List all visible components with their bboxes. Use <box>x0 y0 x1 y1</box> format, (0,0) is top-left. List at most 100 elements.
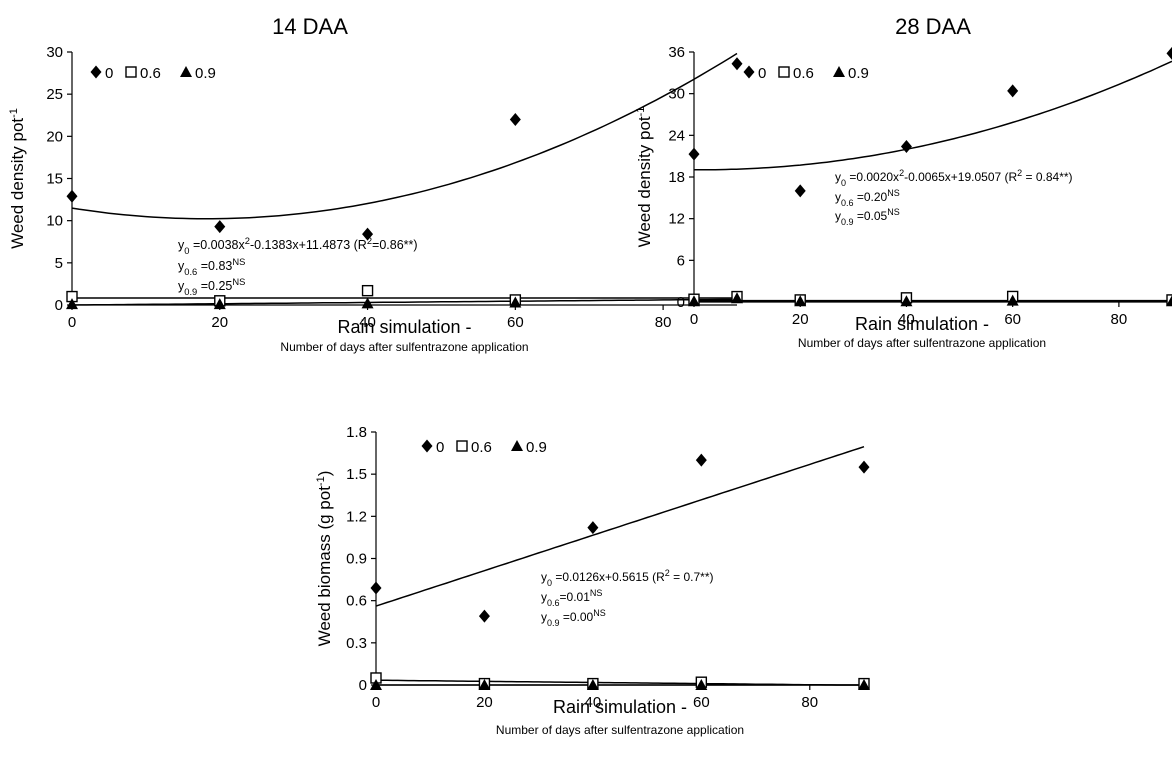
y-axis-label: Weed biomass (g pot-1) <box>315 471 334 647</box>
fit-line-series-0 <box>694 60 1172 171</box>
legend-label: 0.6 <box>140 65 161 82</box>
x-axis-sublabel: Number of days after sulfentrazone appli… <box>280 340 528 354</box>
data-point-0 <box>370 581 382 595</box>
data-point-0.9 <box>586 679 599 690</box>
x-tick-label: 20 <box>211 314 228 331</box>
legend-label: 0.9 <box>195 65 216 82</box>
x-tick-label: 0 <box>690 311 698 328</box>
data-point-0 <box>900 139 912 153</box>
fit-line-series-0 <box>375 445 865 607</box>
y-tick-label: 0 <box>55 297 63 314</box>
equation-0.6: y0.6=0.01NS <box>541 588 602 608</box>
equation-0: y0 =0.0038x2-0.1383x+11.4873 (R2=0.86**) <box>178 236 418 256</box>
data-point-0.9 <box>900 295 913 307</box>
legend-marker <box>778 66 790 78</box>
legend-label: 0 <box>758 65 766 82</box>
equation-0: y0 =0.0020x2-0.0065x+19.0507 (R2 = 0.84*… <box>835 168 1073 188</box>
fit-line-series-0 <box>71 52 738 220</box>
chart-title: 28 DAA <box>895 14 971 39</box>
x-axis-sublabel: Number of days after sulfentrazone appli… <box>798 336 1046 350</box>
y-tick-label: 15 <box>46 171 63 188</box>
chart-panel-2: 28 DAA 0 6 12 18 24 30 36 0 20 40 60 80 0 0.6 0.9 y0 =0.… <box>635 14 1172 350</box>
x-tick-label: 40 <box>585 694 602 711</box>
legend: 0 0.6 0.9 <box>743 65 869 82</box>
y-tick-label: 1.2 <box>346 508 367 525</box>
y-tick-label: 30 <box>46 44 63 61</box>
equation-0.9: y0.9 =0.25NS <box>178 277 245 297</box>
data-point-0.9 <box>213 298 226 310</box>
y-tick-label: 1.8 <box>346 424 367 441</box>
data-point-0.9 <box>66 298 78 310</box>
x-tick-label: 80 <box>655 314 672 331</box>
legend-marker <box>90 65 102 79</box>
data-point-0.9 <box>370 679 382 690</box>
data-point-0.9 <box>1006 294 1019 306</box>
data-point-0.9 <box>361 297 374 309</box>
data-point-0.6 <box>361 284 374 297</box>
data-point-0.9 <box>1166 295 1172 307</box>
y-tick-label: 0 <box>359 677 367 694</box>
data-point-0 <box>1166 46 1172 60</box>
y-tick-label: 30 <box>668 86 685 103</box>
x-tick-label: 60 <box>693 694 710 711</box>
equation-0.9: y0.9 =0.05NS <box>835 207 900 227</box>
x-tick-label: 20 <box>476 694 493 711</box>
data-point-0 <box>478 609 490 623</box>
legend-label: 0 <box>436 439 444 456</box>
y-tick-label: 0.9 <box>346 551 367 568</box>
legend-marker <box>456 440 468 452</box>
data-point-0 <box>509 112 521 126</box>
data-point-0.9 <box>695 679 708 690</box>
y-tick-label: 12 <box>668 211 685 228</box>
data-point-0.9 <box>688 295 700 307</box>
y-tick-label: 0.6 <box>346 593 367 610</box>
x-tick-label: 0 <box>68 314 76 331</box>
y-tick-label: 20 <box>46 128 63 145</box>
legend-marker <box>743 65 755 79</box>
equation-0: y0 =0.0126x+0.5615 (R2 = 0.7**) <box>541 568 714 588</box>
y-tick-label: 1.5 <box>346 466 367 483</box>
legend: 0 0.6 0.9 <box>90 65 216 82</box>
x-tick-label: 80 <box>1111 311 1128 328</box>
y-tick-label: 18 <box>668 169 685 186</box>
legend-marker <box>125 66 137 78</box>
data-point-0 <box>794 184 806 198</box>
legend-marker <box>511 440 523 451</box>
y-tick-label: 0.3 <box>346 635 367 652</box>
data-point-0 <box>858 460 870 474</box>
legend-marker <box>421 439 433 453</box>
y-axis-label: Weed density pot-1 <box>8 108 27 249</box>
data-point-0 <box>214 220 226 234</box>
data-point-0 <box>1007 84 1019 98</box>
x-axis-sublabel: Number of days after sulfentrazone appli… <box>496 723 744 737</box>
y-tick-label: 0 <box>677 294 685 311</box>
legend-label: 0.6 <box>793 65 814 82</box>
x-axis-label: Rain simulation - <box>855 314 989 334</box>
equation-0.6: y0.6 =0.20NS <box>835 188 900 208</box>
data-point-0.9 <box>509 296 522 308</box>
x-axis-label: Rain simulation - <box>337 317 471 337</box>
y-tick-label: 36 <box>668 44 685 61</box>
chart-panel-3: 0 0.3 0.6 0.9 1.2 1.5 1.8 0 20 40 60 80 0 0.6 0.9 y0 =0… <box>315 424 870 737</box>
x-tick-label: 40 <box>898 311 915 328</box>
data-point-0 <box>362 227 374 241</box>
data-point-0 <box>66 189 78 203</box>
legend-marker <box>833 66 845 77</box>
x-tick-label: 80 <box>801 694 818 711</box>
data-point-0 <box>587 521 599 535</box>
y-tick-label: 10 <box>46 213 63 230</box>
y-axis-label: Weed density pot-1 <box>635 107 654 248</box>
equation-0.9: y0.9 =0.00NS <box>541 608 606 628</box>
x-tick-label: 40 <box>359 314 376 331</box>
fit-line-series-0.9 <box>71 298 738 306</box>
x-tick-label: 60 <box>1004 311 1021 328</box>
x-tick-label: 0 <box>372 694 380 711</box>
data-point-0.9 <box>478 679 491 690</box>
y-tick-label: 25 <box>46 86 63 103</box>
legend-label: 0.9 <box>848 65 869 82</box>
x-tick-label: 20 <box>792 311 809 328</box>
y-tick-label: 6 <box>677 252 685 269</box>
data-point-0 <box>731 57 743 71</box>
legend-label: 0 <box>105 65 113 82</box>
legend: 0 0.6 0.9 <box>421 439 547 456</box>
